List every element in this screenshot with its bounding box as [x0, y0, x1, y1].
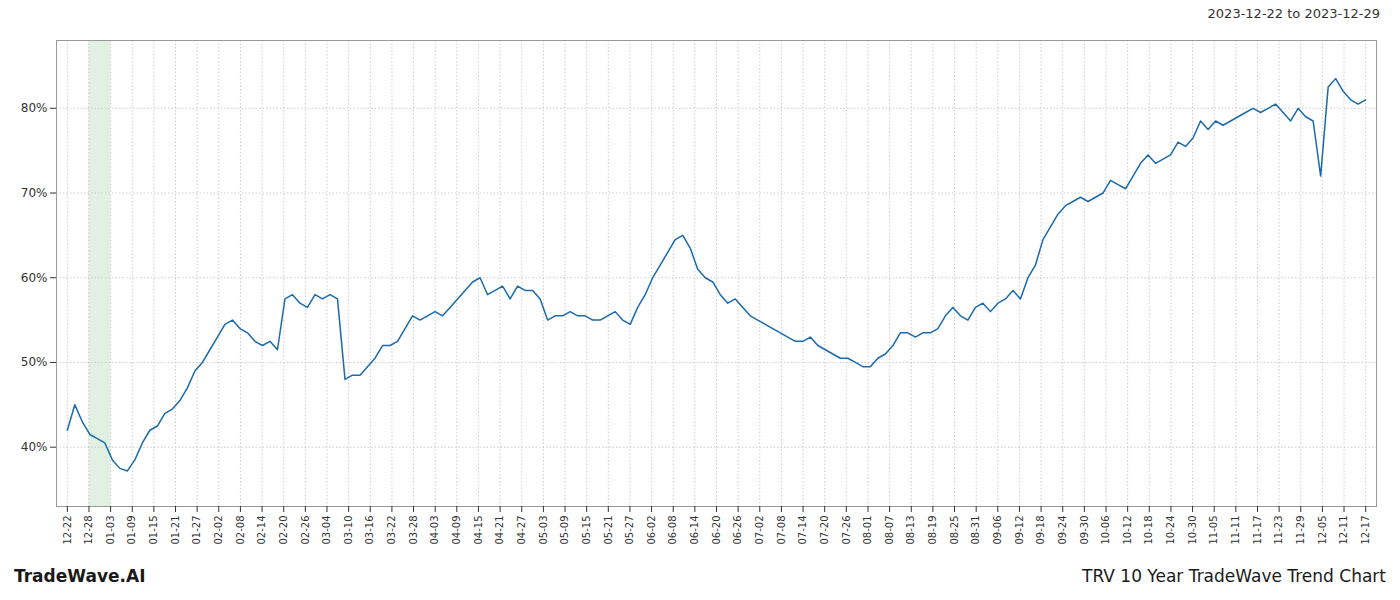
svg-text:12-28: 12-28 [83, 516, 94, 545]
svg-text:11-05: 11-05 [1208, 516, 1219, 545]
svg-text:09-18: 09-18 [1035, 516, 1046, 545]
svg-text:02-08: 02-08 [235, 516, 246, 545]
svg-text:05-09: 05-09 [559, 516, 570, 545]
svg-text:01-09: 01-09 [126, 516, 137, 545]
svg-text:01-15: 01-15 [148, 516, 159, 545]
svg-text:04-15: 04-15 [473, 516, 484, 545]
svg-text:11-23: 11-23 [1273, 516, 1284, 545]
svg-text:08-07: 08-07 [884, 516, 895, 545]
svg-text:02-14: 02-14 [256, 516, 267, 545]
svg-text:05-15: 05-15 [581, 516, 592, 545]
svg-text:08-31: 08-31 [970, 516, 981, 545]
svg-text:06-08: 06-08 [667, 516, 678, 545]
svg-text:09-06: 09-06 [992, 516, 1003, 545]
svg-text:07-14: 07-14 [797, 516, 808, 545]
svg-text:01-21: 01-21 [170, 516, 181, 545]
svg-text:06-02: 06-02 [646, 516, 657, 545]
svg-text:12-22: 12-22 [62, 516, 73, 545]
svg-text:03-22: 03-22 [386, 516, 397, 545]
svg-text:08-19: 08-19 [927, 516, 938, 545]
svg-text:09-30: 09-30 [1079, 516, 1090, 545]
svg-text:10-24: 10-24 [1165, 516, 1176, 545]
svg-text:06-14: 06-14 [689, 516, 700, 545]
svg-text:07-20: 07-20 [819, 516, 830, 545]
svg-text:08-01: 08-01 [862, 516, 873, 545]
svg-text:05-03: 05-03 [538, 516, 549, 545]
svg-text:07-02: 07-02 [754, 516, 765, 545]
svg-text:50%: 50% [21, 355, 48, 369]
svg-text:02-26: 02-26 [300, 516, 311, 545]
svg-text:03-28: 03-28 [408, 516, 419, 545]
svg-text:10-18: 10-18 [1143, 516, 1154, 545]
svg-text:11-29: 11-29 [1295, 516, 1306, 545]
svg-text:12-11: 12-11 [1338, 516, 1349, 545]
svg-text:03-04: 03-04 [321, 516, 332, 545]
svg-text:10-06: 10-06 [1100, 516, 1111, 545]
svg-text:60%: 60% [21, 271, 48, 285]
svg-text:02-02: 02-02 [213, 516, 224, 545]
svg-text:10-30: 10-30 [1187, 516, 1198, 545]
svg-text:80%: 80% [21, 101, 48, 115]
svg-text:09-12: 09-12 [1014, 516, 1025, 545]
html-text:TRV 10 Year TradeWave Trend Ch: TRV 10 Year TradeWave Trend Chart [1082, 566, 1386, 586]
svg-text:04-21: 04-21 [494, 516, 505, 545]
svg-text:08-25: 08-25 [949, 516, 960, 545]
svg-text:09-24: 09-24 [1057, 516, 1068, 545]
svg-text:03-10: 03-10 [343, 516, 354, 545]
svg-text:03-16: 03-16 [364, 516, 375, 545]
svg-text:04-03: 04-03 [429, 516, 440, 545]
html-text:TradeWave.AI: TradeWave.AI [14, 566, 146, 586]
svg-text:12-17: 12-17 [1360, 516, 1371, 545]
svg-text:05-21: 05-21 [603, 516, 614, 545]
svg-text:07-08: 07-08 [776, 516, 787, 545]
svg-text:12-05: 12-05 [1317, 516, 1328, 545]
svg-text:01-03: 01-03 [105, 516, 116, 545]
svg-text:11-11: 11-11 [1230, 516, 1241, 545]
svg-text:11-17: 11-17 [1252, 516, 1263, 545]
svg-text:06-26: 06-26 [732, 516, 743, 545]
svg-text:06-20: 06-20 [711, 516, 722, 545]
svg-text:05-27: 05-27 [624, 516, 635, 545]
svg-text:70%: 70% [21, 186, 48, 200]
svg-text:01-27: 01-27 [191, 516, 202, 545]
html-text:2023-12-22 to 2023-12-29: 2023-12-22 to 2023-12-29 [1207, 6, 1380, 21]
svg-text:40%: 40% [21, 440, 48, 454]
svg-text:04-09: 04-09 [451, 516, 462, 545]
svg-text:02-20: 02-20 [278, 516, 289, 545]
svg-text:08-13: 08-13 [905, 516, 916, 545]
svg-text:10-12: 10-12 [1122, 516, 1133, 545]
svg-text:07-26: 07-26 [841, 516, 852, 545]
svg-text:04-27: 04-27 [516, 516, 527, 545]
